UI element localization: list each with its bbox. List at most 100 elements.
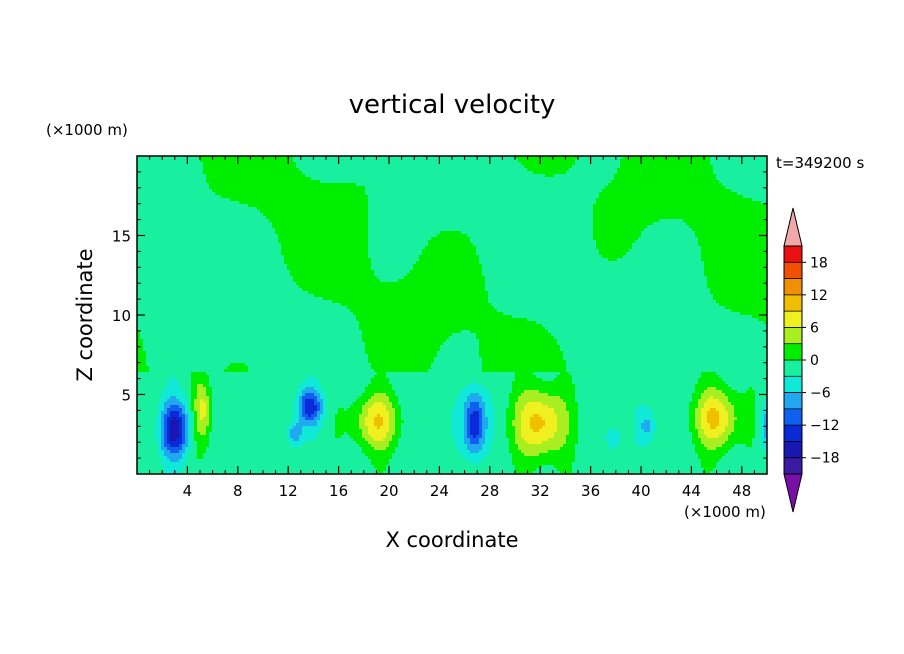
field-cell	[137, 195, 221, 199]
field-cell	[302, 288, 485, 292]
field-cell	[209, 411, 212, 415]
field-cell	[170, 438, 176, 442]
field-cell	[506, 414, 515, 418]
field-cell	[167, 384, 179, 388]
field-cell	[713, 168, 767, 172]
field-cell	[527, 168, 569, 172]
field-cell	[320, 417, 326, 421]
field-cell	[695, 387, 707, 391]
field-cell	[164, 465, 185, 469]
field-cell	[371, 378, 389, 382]
field-cell	[482, 408, 485, 412]
field-cell	[728, 423, 734, 427]
colorbar-tick-label: −12	[810, 418, 840, 434]
field-cell	[212, 402, 293, 406]
field-cell	[155, 432, 161, 436]
field-cell	[566, 408, 578, 412]
field-cell	[179, 399, 188, 403]
field-cell	[455, 444, 467, 448]
field-cell	[185, 450, 188, 454]
field-cell	[593, 210, 767, 214]
x-tick-label: 36	[581, 482, 600, 500]
field-cell	[698, 237, 767, 241]
field-cell	[293, 402, 299, 406]
field-cell	[398, 441, 455, 445]
field-cell	[566, 171, 617, 175]
field-cell	[320, 381, 371, 385]
field-cell	[137, 246, 281, 250]
field-cell	[164, 471, 179, 474]
field-cell	[164, 438, 167, 442]
field-cell	[311, 177, 614, 181]
field-cell	[305, 402, 314, 406]
field-cell	[161, 432, 164, 436]
field-cell	[593, 225, 647, 229]
field-cell	[170, 378, 176, 382]
field-cell	[179, 459, 185, 463]
field-cell	[467, 432, 470, 436]
field-cell	[317, 432, 335, 436]
field-cell	[185, 447, 191, 451]
field-cell	[386, 408, 395, 412]
field-cell	[200, 432, 206, 436]
field-cell	[146, 363, 230, 367]
field-cell	[737, 390, 746, 394]
field-cell	[470, 450, 479, 454]
field-cell	[374, 393, 386, 397]
field-cell	[722, 432, 731, 436]
field-cell	[398, 444, 455, 448]
field-cell	[377, 372, 386, 376]
field-cell	[755, 414, 761, 418]
field-cell	[365, 417, 374, 421]
field-cell	[137, 384, 167, 388]
field-cell	[575, 387, 695, 391]
field-cell	[593, 222, 653, 226]
field-cell	[692, 399, 698, 403]
field-cell	[428, 240, 470, 244]
field-cell	[719, 303, 767, 307]
field-cell	[137, 450, 158, 454]
field-cell	[137, 249, 281, 253]
field-cell	[185, 459, 371, 463]
field-cell	[368, 357, 434, 361]
field-cell	[467, 444, 482, 448]
field-cell	[554, 336, 767, 340]
field-cell	[707, 414, 719, 418]
field-cell	[725, 453, 767, 457]
field-cell	[617, 258, 701, 262]
field-cell	[512, 459, 575, 463]
field-cell	[179, 420, 182, 424]
field-cell	[470, 405, 479, 409]
field-cell	[209, 420, 212, 424]
field-cell	[656, 426, 689, 430]
field-cell	[170, 444, 179, 448]
field-cell	[326, 402, 353, 406]
field-cell	[515, 441, 527, 445]
field-cell	[200, 402, 206, 406]
field-cell	[197, 441, 209, 445]
field-cell	[689, 408, 695, 412]
field-cell	[212, 390, 296, 394]
colorbar-band	[784, 457, 802, 475]
field-cell	[188, 435, 191, 439]
field-cell	[137, 369, 149, 373]
field-cell	[482, 459, 512, 463]
field-cell	[203, 165, 296, 169]
field-cell	[731, 447, 764, 451]
colorbar-tick-label: 18	[810, 255, 828, 271]
field-cell	[605, 435, 620, 439]
field-cell	[170, 429, 179, 433]
field-cell	[575, 447, 611, 451]
field-cell	[305, 417, 314, 421]
field-cell	[578, 402, 689, 406]
field-cell	[599, 249, 629, 253]
field-cell	[347, 306, 494, 310]
field-cell	[359, 321, 536, 325]
field-cell	[311, 414, 317, 418]
field-cell	[317, 399, 323, 403]
field-cell	[164, 468, 182, 472]
field-cell	[464, 435, 467, 439]
field-cell	[287, 435, 290, 439]
field-cell	[479, 429, 482, 433]
field-cell	[755, 420, 761, 424]
